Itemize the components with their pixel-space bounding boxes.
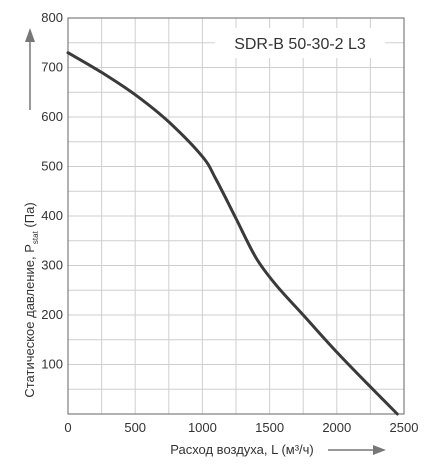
chart-title: SDR-B 50-30-2 L3 bbox=[234, 36, 366, 53]
y-axis-title-main: Статическое давление, P bbox=[22, 244, 37, 398]
x-axis-arrowhead bbox=[373, 445, 386, 455]
x-tick-label: 0 bbox=[64, 420, 71, 435]
x-tick-label: 500 bbox=[124, 420, 146, 435]
x-tick-label: 2000 bbox=[322, 420, 351, 435]
y-axis-title-tail: (Па) bbox=[22, 202, 37, 231]
performance-curve bbox=[66, 51, 399, 416]
y-axis-title-group: Статическое давление, Pstat (Па) bbox=[22, 202, 40, 397]
y-tick-label: 200 bbox=[41, 307, 63, 322]
plot-frame bbox=[67, 17, 405, 415]
x-axis-title: Расход воздуха, L (м³/ч) bbox=[170, 442, 314, 457]
x-tick-label: 1500 bbox=[255, 420, 284, 435]
y-tick-labels: 100 200 300 400 500 600 700 800 bbox=[41, 10, 63, 372]
title-box bbox=[215, 28, 385, 58]
y-tick-label: 400 bbox=[41, 208, 63, 223]
y-tick-label: 100 bbox=[41, 357, 63, 372]
x-tick-label: 1000 bbox=[188, 420, 217, 435]
y-tick-label: 800 bbox=[41, 10, 63, 25]
x-tick-label: 2500 bbox=[390, 420, 419, 435]
y-tick-label: 500 bbox=[41, 159, 63, 174]
y-tick-label: 700 bbox=[41, 60, 63, 75]
y-tick-label: 300 bbox=[41, 258, 63, 273]
grid bbox=[68, 18, 404, 414]
y-axis-title-sub: stat bbox=[31, 230, 40, 244]
y-tick-label: 600 bbox=[41, 109, 63, 124]
y-axis-title: Статическое давление, Pstat (Па) bbox=[22, 202, 40, 397]
y-axis-arrowhead bbox=[25, 28, 35, 42]
x-tick-labels: 0 500 1000 1500 2000 2500 bbox=[64, 420, 418, 435]
